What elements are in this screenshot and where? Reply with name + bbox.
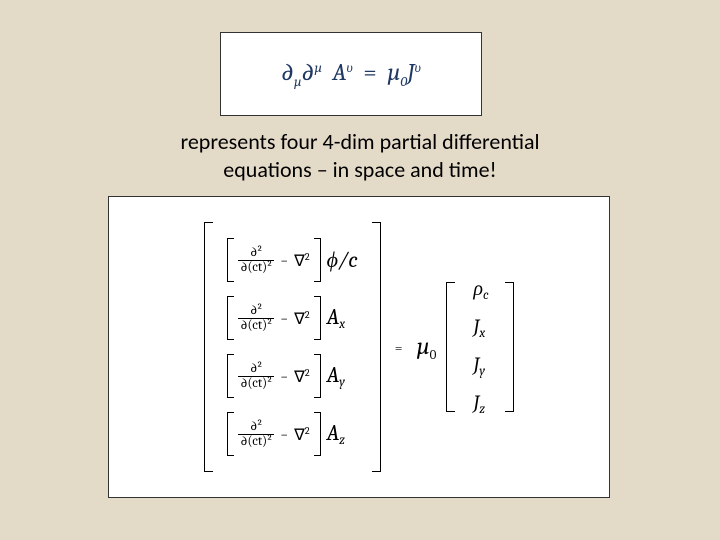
slide: ∂µ∂µ Aυ = µ0Jυ represents four 4-dim par… (0, 0, 720, 540)
rhs-var-1: Jx (471, 315, 488, 341)
operator-row-3: ∂² ∂(ct)² − ∇2 Az (227, 412, 357, 456)
rhs-var-3: Jz (471, 391, 488, 417)
lhs-var-1: Ax (325, 304, 346, 332)
nabla: ∇2 (294, 367, 309, 386)
lhs-var-0: ϕ/c (325, 247, 358, 273)
frac-den: ∂(ct)² (238, 260, 274, 275)
frac-den: ∂(ct)² (238, 434, 274, 449)
frac-den: ∂(ct)² (238, 376, 274, 391)
big-right-bracket-lhs (372, 222, 381, 472)
operator-row-1: ∂² ∂(ct)² − ∇2 Ax (227, 296, 357, 340)
nabla: ∇2 (294, 425, 309, 444)
caption-line-2: equations – in space and time! (223, 156, 496, 183)
compact-equation: ∂µ∂µ Aυ = µ0Jυ (281, 58, 421, 90)
caption-line-1: represents four 4-dim partial differenti… (180, 128, 539, 155)
equation-box-bottom: ∂² ∂(ct)² − ∇2 ϕ/c ∂² ∂(ct)² − ∇2 (108, 196, 610, 498)
nabla: ∇2 (294, 309, 309, 328)
dalembert-frac: ∂² ∂(ct)² (238, 362, 274, 390)
small-lbracket (227, 296, 234, 340)
nu-superscript-1: υ (346, 59, 352, 76)
minus: − (278, 426, 290, 443)
lhs-var-3: Az (325, 420, 345, 448)
rhs-left-bracket (446, 282, 455, 412)
minus: − (278, 368, 290, 385)
frac-num: ∂² (248, 362, 264, 376)
equals-sign-1: = (363, 58, 376, 86)
big-left-bracket (204, 222, 213, 472)
small-lbracket (227, 412, 234, 456)
frac-num: ∂² (248, 304, 264, 318)
dalembert-frac: ∂² ∂(ct)² (238, 420, 274, 448)
small-rbracket (314, 296, 321, 340)
small-rbracket (314, 354, 321, 398)
mu0-symbol: µ (387, 58, 400, 86)
minus: − (278, 310, 290, 327)
rhs-var-0: ρc (471, 277, 488, 303)
small-lbracket (227, 354, 234, 398)
dalembert-frac: ∂² ∂(ct)² (238, 246, 274, 274)
mu-subscript: µ (294, 73, 302, 90)
frac-num: ∂² (248, 420, 264, 434)
rhs-var-2: Jy (471, 353, 488, 379)
partial-2: ∂ (302, 58, 315, 86)
frac-num: ∂² (248, 246, 264, 260)
frac-den: ∂(ct)² (238, 318, 274, 333)
mu0: µ0 (417, 332, 437, 363)
nu-superscript-2: υ (414, 59, 420, 76)
small-rbracket (314, 412, 321, 456)
rhs-right-bracket (505, 282, 514, 412)
mu-superscript: µ (314, 59, 322, 76)
operator-row-2: ∂² ∂(ct)² − ∇2 Ay (227, 354, 357, 398)
partial-1: ∂ (281, 58, 294, 86)
operator-row-0: ∂² ∂(ct)² − ∇2 ϕ/c (227, 238, 357, 282)
minus: − (278, 252, 290, 269)
caption: represents four 4-dim partial differenti… (0, 128, 720, 183)
small-rbracket (314, 238, 321, 282)
nabla: ∇2 (294, 251, 309, 270)
equals-sign-2: = (391, 339, 407, 356)
lhs-column: ∂² ∂(ct)² − ∇2 ϕ/c ∂² ∂(ct)² − ∇2 (223, 232, 361, 462)
dalembert-frac: ∂² ∂(ct)² (238, 304, 274, 332)
equation-box-top: ∂µ∂µ Aυ = µ0Jυ (220, 32, 482, 116)
small-lbracket (227, 238, 234, 282)
rhs-column: ρc Jx Jy Jz (465, 271, 494, 423)
A-symbol: A (333, 58, 347, 86)
lhs-var-2: Ay (325, 362, 345, 390)
matrix-equation: ∂² ∂(ct)² − ∇2 ϕ/c ∂² ∂(ct)² − ∇2 (204, 222, 513, 472)
